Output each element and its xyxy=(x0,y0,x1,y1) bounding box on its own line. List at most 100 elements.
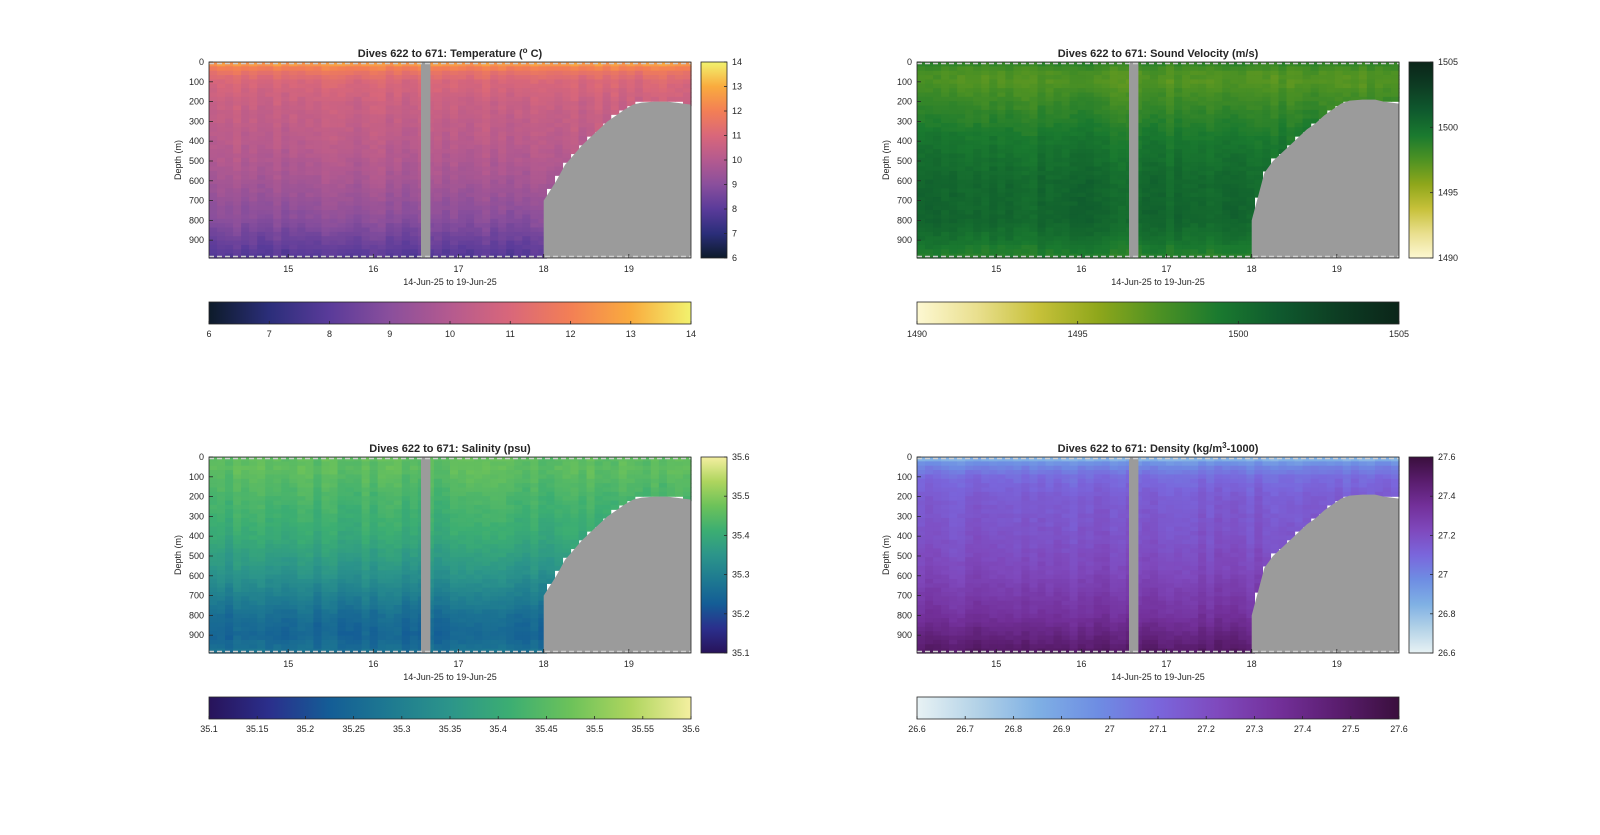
heatmap-cell xyxy=(233,492,242,497)
heatmap-cell xyxy=(410,106,419,111)
heatmap-cell xyxy=(1230,162,1239,167)
heatmap-cell xyxy=(1166,236,1175,241)
heatmap-cell xyxy=(362,232,371,237)
heatmap-cell xyxy=(289,474,298,479)
heatmap-cell xyxy=(917,162,926,167)
heatmap-cell xyxy=(1118,167,1127,172)
heatmap-cell xyxy=(305,492,314,497)
heatmap-cell xyxy=(1270,140,1279,145)
heatmap-cell xyxy=(1359,66,1368,71)
heatmap-cell xyxy=(297,623,306,628)
heatmap-cell xyxy=(233,461,242,466)
heatmap-cell xyxy=(305,496,314,501)
heatmap-cell xyxy=(386,249,395,254)
heatmap-cell xyxy=(233,614,242,619)
heatmap-cell xyxy=(1198,88,1207,93)
heatmap-cell xyxy=(233,592,242,597)
heatmap-cell xyxy=(305,88,314,93)
heatmap-cell xyxy=(973,136,982,141)
heatmap-cell xyxy=(1094,136,1103,141)
colorbar-h-tick-label: 10 xyxy=(445,329,455,339)
heatmap-cell xyxy=(378,228,387,233)
heatmap-cell xyxy=(981,75,990,80)
heatmap-cell xyxy=(482,71,491,76)
heatmap-cell xyxy=(925,92,934,97)
heatmap-cell xyxy=(1078,84,1087,89)
heatmap-cell xyxy=(265,540,274,545)
heatmap-cell xyxy=(530,245,539,250)
heatmap-cell xyxy=(289,535,298,540)
heatmap-cell xyxy=(1238,71,1247,76)
heatmap-cell xyxy=(1230,219,1239,224)
heatmap-cell xyxy=(490,106,499,111)
heatmap-cell xyxy=(305,228,314,233)
heatmap-cell xyxy=(402,201,411,206)
heatmap-cell xyxy=(997,175,1006,180)
heatmap-cell xyxy=(225,461,234,466)
heatmap-cell xyxy=(1327,79,1336,84)
heatmap-cell xyxy=(297,167,306,172)
heatmap-cell xyxy=(619,88,628,93)
heatmap-cell xyxy=(402,210,411,215)
heatmap-cell xyxy=(530,145,539,150)
heatmap-cell xyxy=(1270,84,1279,89)
heatmap-cell xyxy=(474,214,483,219)
heatmap-cell xyxy=(933,153,942,158)
heatmap-cell xyxy=(402,149,411,154)
heatmap-cell xyxy=(378,236,387,241)
heatmap-cell xyxy=(1182,110,1191,115)
heatmap-cell xyxy=(538,75,547,80)
heatmap-cell xyxy=(281,579,290,584)
heatmap-cell xyxy=(1021,210,1030,215)
heatmap-cell xyxy=(281,136,290,141)
heatmap-cell xyxy=(289,158,298,163)
heatmap-cell xyxy=(1230,249,1239,254)
heatmap-cell xyxy=(490,153,499,158)
heatmap-cell xyxy=(603,66,612,71)
heatmap-cell xyxy=(338,162,347,167)
heatmap-cell xyxy=(233,114,242,119)
heatmap-cell xyxy=(1005,136,1014,141)
heatmap-cell xyxy=(1174,228,1183,233)
heatmap-cell xyxy=(321,75,330,80)
heatmap-cell xyxy=(1102,123,1111,128)
heatmap-cell xyxy=(1198,249,1207,254)
heatmap-cell xyxy=(1182,88,1191,93)
heatmap-cell xyxy=(506,249,515,254)
heatmap-cell xyxy=(1046,197,1055,202)
heatmap-cell xyxy=(933,145,942,150)
heatmap-cell xyxy=(434,79,443,84)
heatmap-cell xyxy=(434,201,443,206)
heatmap-cell xyxy=(410,114,419,119)
heatmap-cell xyxy=(941,162,950,167)
heatmap-cell xyxy=(217,188,226,193)
heatmap-cell xyxy=(562,132,571,137)
heatmap-cell xyxy=(1054,140,1063,145)
heatmap-cell xyxy=(378,245,387,250)
heatmap-cell xyxy=(346,245,355,250)
heatmap-cell xyxy=(249,531,258,536)
heatmap-cell xyxy=(265,531,274,536)
heatmap-cell xyxy=(554,132,563,137)
heatmap-cell xyxy=(554,79,563,84)
heatmap-cell xyxy=(273,197,282,202)
heatmap-cell xyxy=(1086,123,1095,128)
heatmap-cell xyxy=(265,84,274,89)
heatmap-cell xyxy=(1198,175,1207,180)
heatmap-cell xyxy=(957,241,966,246)
heatmap-cell xyxy=(1078,136,1087,141)
heatmap-cell xyxy=(1190,84,1199,89)
heatmap-cell xyxy=(297,614,306,619)
heatmap-cell xyxy=(321,136,330,141)
heatmap-cell xyxy=(1206,97,1215,102)
heatmap-cell xyxy=(997,62,1006,67)
heatmap-cell xyxy=(1005,249,1014,254)
heatmap-cell xyxy=(1295,79,1304,84)
colorbar-horizontal xyxy=(209,302,691,324)
heatmap-cell xyxy=(579,79,588,84)
heatmap-cell xyxy=(554,140,563,145)
heatmap-cell xyxy=(530,206,539,211)
heatmap-cell xyxy=(1102,88,1111,93)
heatmap-cell xyxy=(482,66,491,71)
heatmap-cell xyxy=(257,92,266,97)
